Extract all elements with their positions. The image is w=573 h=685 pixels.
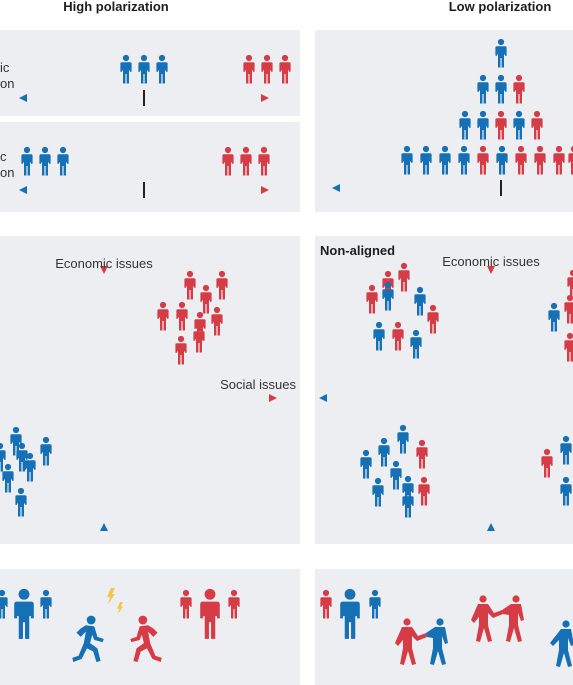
panel-high-top (0, 30, 300, 116)
low-y-axis-label: Economic issues (442, 254, 540, 269)
non-aligned-title: Non-aligned (320, 243, 395, 258)
panel-low-non-aligned (315, 236, 573, 544)
panel-high-aligned (0, 236, 300, 544)
high-x-axis-label: Social issues (220, 377, 296, 392)
high-top-axis (19, 90, 269, 106)
low-axis (332, 180, 573, 196)
high-y-axis-label: Economic issues (55, 256, 153, 271)
high-quadrant-axes (0, 266, 277, 531)
header-high-polarization: High polarization (63, 0, 169, 14)
handshake-red-blue (395, 618, 448, 665)
bottom-label-line1: c (0, 149, 7, 164)
header-low-polarization: Low polarization (449, 0, 552, 14)
handshake-red-red (471, 595, 524, 642)
low-quadrant-axes (319, 266, 573, 531)
top-label-line1: ic (0, 60, 10, 75)
high-bottom-axis (19, 182, 269, 198)
low-interaction-blue-partial (550, 620, 573, 667)
panel-high-bottom (0, 122, 300, 212)
bottom-label-line2: on (0, 165, 14, 180)
top-label-line2: on (0, 76, 14, 91)
panel-low-distribution (315, 30, 573, 212)
